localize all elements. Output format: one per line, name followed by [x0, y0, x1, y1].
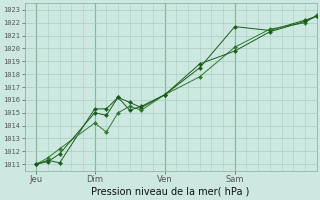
- X-axis label: Pression niveau de la mer( hPa ): Pression niveau de la mer( hPa ): [92, 187, 250, 197]
